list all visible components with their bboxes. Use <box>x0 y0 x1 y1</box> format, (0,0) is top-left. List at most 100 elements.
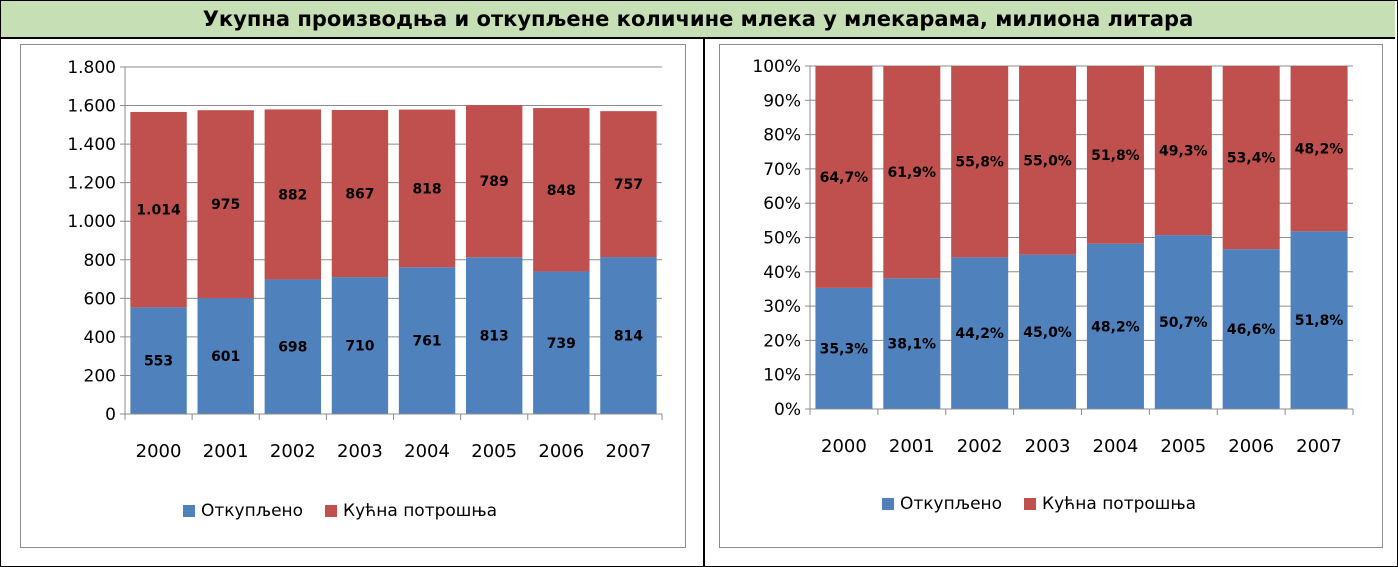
percent-bar-household-2005 <box>1154 66 1212 236</box>
absolute-xtick-label: 2000 <box>136 441 182 462</box>
percent-data-label: 55,0% <box>1023 153 1072 169</box>
legend-label: Откупљено <box>201 501 304 521</box>
percent-xtick-label: 2002 <box>957 436 1003 457</box>
percent-data-label: 48,2% <box>1295 142 1344 158</box>
legend-item-household: Кућна потрошња <box>325 501 497 521</box>
percent-bar-purchased-2007 <box>1290 231 1348 409</box>
panel-divider <box>703 38 705 566</box>
percent-data-label: 45,0% <box>1023 325 1072 341</box>
absolute-xtick-label: 2006 <box>538 441 584 462</box>
absolute-data-label: 757 <box>614 177 643 193</box>
percent-ytick-label: 60% <box>763 194 801 214</box>
absolute-ytick-label: 1.000 <box>67 212 116 232</box>
percent-bar-household-2006 <box>1222 66 1280 250</box>
percent-bar-household-2004 <box>1086 66 1144 244</box>
percent-bar-purchased-2002 <box>951 257 1009 409</box>
absolute-ytick-label: 800 <box>84 251 116 271</box>
absolute-data-label: 710 <box>345 339 374 355</box>
percent-xtick-label: 2006 <box>1228 436 1274 457</box>
percent-bar-purchased-2001 <box>883 278 941 409</box>
absolute-data-label: 1.014 <box>136 203 181 219</box>
percent-ytick-label: 20% <box>763 331 801 351</box>
absolute-bar-household-2004 <box>398 109 456 268</box>
absolute-xtick-label: 2005 <box>471 441 517 462</box>
percent-data-label: 61,9% <box>888 165 937 181</box>
percent-data-label: 49,3% <box>1159 144 1208 160</box>
absolute-ytick-label: 1.800 <box>67 58 116 78</box>
percent-ytick-label: 10% <box>763 366 801 386</box>
percent-ytick-label: 100% <box>752 57 801 77</box>
percent-ytick-label: 30% <box>763 297 801 317</box>
percent-ytick-label: 70% <box>763 160 801 180</box>
percent-ytick-label: 0% <box>774 400 801 420</box>
absolute-data-label: 975 <box>211 197 240 213</box>
absolute-data-label: 553 <box>144 354 173 370</box>
absolute-data-label: 761 <box>412 334 441 350</box>
absolute-bar-household-2007 <box>600 111 657 258</box>
absolute-data-label: 814 <box>614 329 643 345</box>
percent-xtick-label: 2001 <box>889 436 935 457</box>
absolute-data-label: 813 <box>480 329 509 345</box>
absolute-ytick-label: 600 <box>84 289 116 309</box>
legend-swatch <box>1024 498 1037 510</box>
absolute-ytick-label: 1.600 <box>67 97 116 117</box>
absolute-bar-purchased-2001 <box>197 298 254 414</box>
chart-percent: 0% 10% 20% 30% 40% 50% 60% 70% 80% 90% 100% 35,3% 64… <box>752 57 1354 457</box>
absolute-bar-household-2003 <box>331 109 389 278</box>
percent-bar-household-2000 <box>815 66 873 288</box>
percent-bar-household-2007 <box>1290 66 1348 232</box>
legend-absolute: Откупљено Кућна потрошња <box>183 501 497 521</box>
absolute-ytick-label: 0 <box>105 405 116 425</box>
absolute-bar-household-2005 <box>465 105 523 258</box>
percent-bar-household-2001 <box>883 66 941 279</box>
absolute-ytick-label: 200 <box>84 366 116 386</box>
legend-label: Кућна потрошња <box>1042 494 1197 514</box>
page-title: Укупна производња и откупљене количине м… <box>1 1 1395 39</box>
percent-data-label: 38,1% <box>888 337 937 353</box>
absolute-xtick-label: 2007 <box>606 441 652 462</box>
percent-data-label: 55,8% <box>955 155 1004 171</box>
absolute-xtick-label: 2002 <box>270 441 316 462</box>
absolute-bar-purchased-2003 <box>331 277 389 414</box>
percent-data-label: 51,8% <box>1091 148 1140 164</box>
percent-bar-purchased-2005 <box>1154 235 1212 409</box>
legend-swatch <box>882 498 894 510</box>
percent-data-label: 51,8% <box>1295 313 1344 329</box>
absolute-data-label: 867 <box>345 187 374 203</box>
absolute-bar-purchased-2005 <box>465 257 523 414</box>
absolute-data-label: 882 <box>278 187 307 203</box>
percent-xtick-label: 2004 <box>1093 436 1139 457</box>
percent-bar-purchased-2006 <box>1222 249 1280 409</box>
chart-absolute: 0 200 400 600 800 1.000 1.200 1.400 1.600 1.800 55… <box>67 58 663 462</box>
legend-label: Откупљено <box>900 494 1003 514</box>
absolute-data-label: 848 <box>547 183 576 199</box>
absolute-ytick-label: 1.200 <box>67 174 116 194</box>
percent-bar-household-2003 <box>1019 66 1077 255</box>
percent-bar-purchased-2003 <box>1019 254 1077 409</box>
percent-xtick-label: 2000 <box>821 436 867 457</box>
absolute-bar-household-2000 <box>130 111 187 308</box>
legend-percent: Откупљено Кућна потрошња <box>882 494 1196 514</box>
percent-data-label: 35,3% <box>820 341 869 357</box>
percent-xtick-label: 2003 <box>1025 436 1071 457</box>
percent-ytick-label: 40% <box>763 263 801 283</box>
absolute-bar-purchased-2004 <box>398 267 456 414</box>
absolute-data-label: 789 <box>480 174 509 190</box>
percent-xtick-label: 2005 <box>1160 436 1206 457</box>
percent-ytick-label: 50% <box>763 229 801 249</box>
absolute-bar-purchased-2000 <box>130 307 187 414</box>
absolute-data-label: 601 <box>211 349 240 365</box>
absolute-bar-household-2002 <box>264 109 322 280</box>
chart-panel-absolute: 0 200 400 600 800 1.000 1.200 1.400 1.600 1.800 55… <box>20 44 686 548</box>
legend-label: Кућна потрошња <box>343 501 498 521</box>
percent-data-label: 64,7% <box>820 170 869 186</box>
absolute-xtick-label: 2004 <box>404 441 450 462</box>
percent-bar-purchased-2004 <box>1086 243 1144 409</box>
percent-data-label: 50,7% <box>1159 315 1208 331</box>
percent-data-label: 46,6% <box>1227 322 1276 338</box>
absolute-ytick-label: 1.400 <box>67 135 116 155</box>
percent-ytick-label: 90% <box>763 91 801 111</box>
percent-xtick-label: 2007 <box>1296 436 1342 457</box>
absolute-data-label: 698 <box>278 340 307 356</box>
absolute-xtick-label: 2001 <box>203 441 249 462</box>
